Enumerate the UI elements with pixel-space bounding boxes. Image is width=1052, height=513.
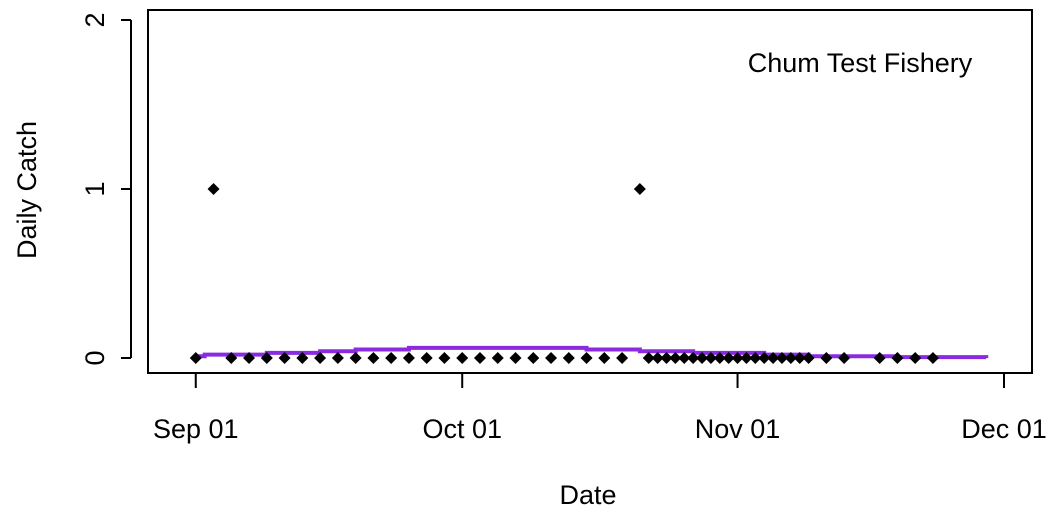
data-point — [189, 352, 202, 364]
data-point — [616, 352, 629, 364]
data-point — [669, 352, 682, 364]
data-point — [758, 352, 771, 364]
x-axis-title: Date — [559, 480, 616, 510]
data-point — [314, 352, 327, 364]
data-point — [598, 352, 611, 364]
data-point — [767, 352, 780, 364]
data-point — [784, 352, 797, 364]
data-point — [731, 352, 744, 364]
data-point — [660, 352, 673, 364]
data-point — [527, 352, 540, 364]
y-tick-label: 1 — [80, 181, 110, 196]
data-point — [802, 352, 815, 364]
data-point — [349, 352, 362, 364]
y-axis-title: Daily Catch — [12, 121, 42, 259]
x-tick-label: Sep 01 — [153, 414, 239, 444]
chart-annotation: Chum Test Fishery — [748, 48, 973, 78]
data-point — [260, 352, 273, 364]
data-point — [696, 352, 709, 364]
data-point — [633, 183, 646, 195]
data-point — [243, 352, 256, 364]
data-point — [775, 352, 788, 364]
data-point — [891, 352, 904, 364]
y-axis: 0 1 2 — [80, 12, 132, 366]
data-point — [642, 352, 655, 364]
data-point — [456, 352, 469, 364]
data-point — [420, 352, 433, 364]
data-point — [713, 352, 726, 364]
data-point — [687, 352, 700, 364]
data-point — [385, 352, 398, 364]
data-point — [704, 352, 717, 364]
data-point — [873, 352, 886, 364]
x-tick-label: Oct 01 — [422, 414, 502, 444]
data-point — [651, 352, 664, 364]
data-point — [793, 352, 806, 364]
data-point — [296, 352, 309, 364]
data-point — [402, 352, 415, 364]
data-point — [331, 352, 344, 364]
data-point — [580, 352, 593, 364]
data-point — [545, 352, 558, 364]
data-point — [926, 352, 939, 364]
data-point — [491, 352, 504, 364]
y-tick-label: 2 — [80, 12, 110, 27]
y-tick-label: 0 — [80, 350, 110, 365]
data-point — [722, 352, 735, 364]
data-point — [473, 352, 486, 364]
data-point — [562, 352, 575, 364]
data-point — [749, 352, 762, 364]
data-point — [207, 183, 220, 195]
data-point — [838, 352, 851, 364]
x-tick-label: Nov 01 — [695, 414, 781, 444]
data-point — [278, 352, 291, 364]
data-point — [909, 352, 922, 364]
data-point — [678, 352, 691, 364]
data-point — [438, 352, 451, 364]
daily-catch-points — [189, 183, 939, 364]
data-point — [740, 352, 753, 364]
data-point — [367, 352, 380, 364]
data-point — [509, 352, 522, 364]
x-axis: Sep 01 Oct 01 Nov 01 Dec 01 — [153, 372, 1047, 444]
x-tick-label: Dec 01 — [961, 414, 1047, 444]
data-point — [225, 352, 238, 364]
data-point — [820, 352, 833, 364]
